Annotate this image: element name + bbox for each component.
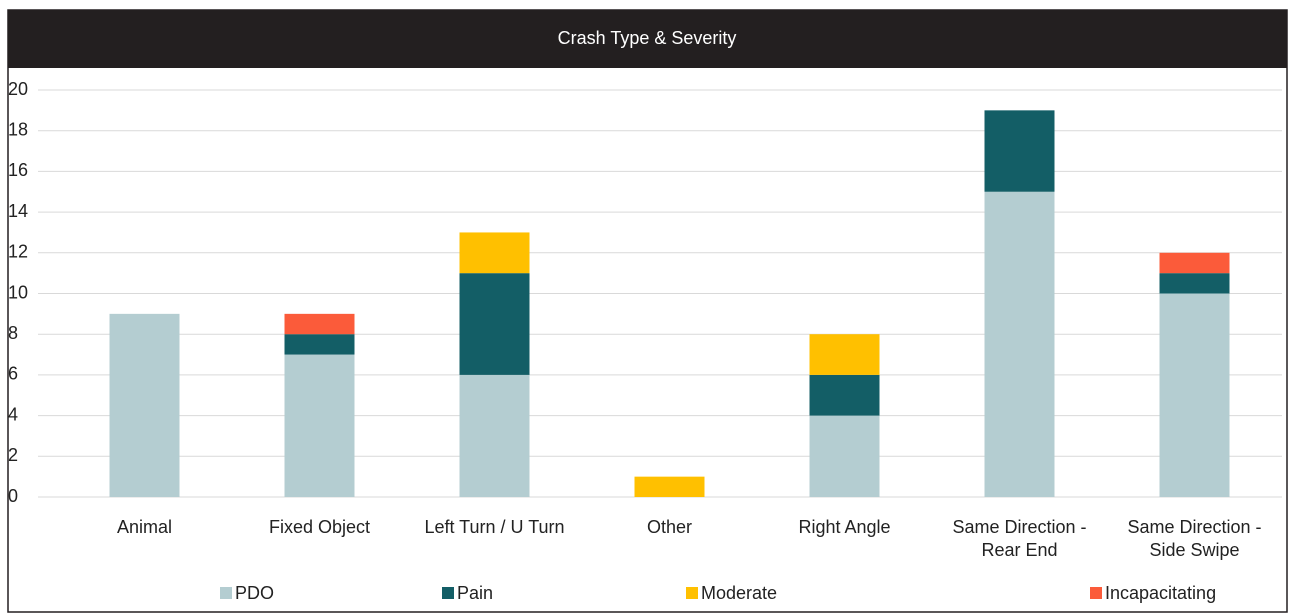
legend-label: Incapacitating	[1105, 583, 1216, 603]
y-tick-label: 8	[8, 323, 18, 343]
bar-segment	[809, 374, 880, 416]
bar-segment	[284, 334, 355, 355]
bar-segment	[809, 415, 880, 497]
chart-frame	[7, 9, 1288, 613]
y-tick-label: 10	[8, 282, 28, 302]
x-tick-label: Same Direction - Rear End	[952, 517, 1087, 560]
bar-segment	[634, 476, 705, 497]
bar-segment	[109, 313, 180, 497]
x-tick-label: Left Turn / U Turn	[424, 517, 565, 537]
legend-swatch	[220, 587, 232, 599]
x-tick-label: Same Direction - Side Swipe	[1127, 517, 1262, 560]
x-tick-label: Other	[646, 517, 693, 537]
bar-segment	[459, 273, 530, 375]
y-tick-label: 14	[8, 201, 28, 221]
bar-segment	[459, 374, 530, 497]
y-tick-label: 12	[8, 242, 28, 262]
bar-segment	[809, 334, 880, 375]
bar-segment	[984, 191, 1055, 497]
y-tick-label: 2	[8, 445, 18, 465]
legend-swatch	[442, 587, 454, 599]
bar-segment	[1159, 293, 1230, 497]
y-tick-label: 16	[8, 160, 28, 180]
legend-swatch	[1090, 587, 1102, 599]
chart-title: Crash Type & Severity	[558, 28, 737, 48]
y-tick-label: 0	[8, 486, 18, 506]
x-tick-label: Fixed Object	[268, 517, 371, 537]
legend-swatch	[686, 587, 698, 599]
legend-label: Pain	[457, 583, 493, 603]
bar-segment	[284, 313, 355, 335]
bar-segment	[459, 232, 530, 274]
bar-segment	[1159, 252, 1230, 274]
bar-segment	[1159, 273, 1230, 294]
y-tick-label: 20	[8, 79, 28, 99]
legend-label: PDO	[235, 583, 274, 603]
x-tick-label: Right Angle	[798, 517, 891, 537]
y-tick-label: 4	[8, 404, 18, 424]
bar-segment	[284, 354, 355, 497]
x-tick-label: Animal	[116, 517, 173, 537]
y-tick-label: 6	[8, 364, 18, 384]
y-tick-label: 18	[8, 119, 28, 139]
title-bar	[8, 10, 1287, 68]
legend-label: Moderate	[701, 583, 777, 603]
bar-segment	[984, 110, 1055, 192]
